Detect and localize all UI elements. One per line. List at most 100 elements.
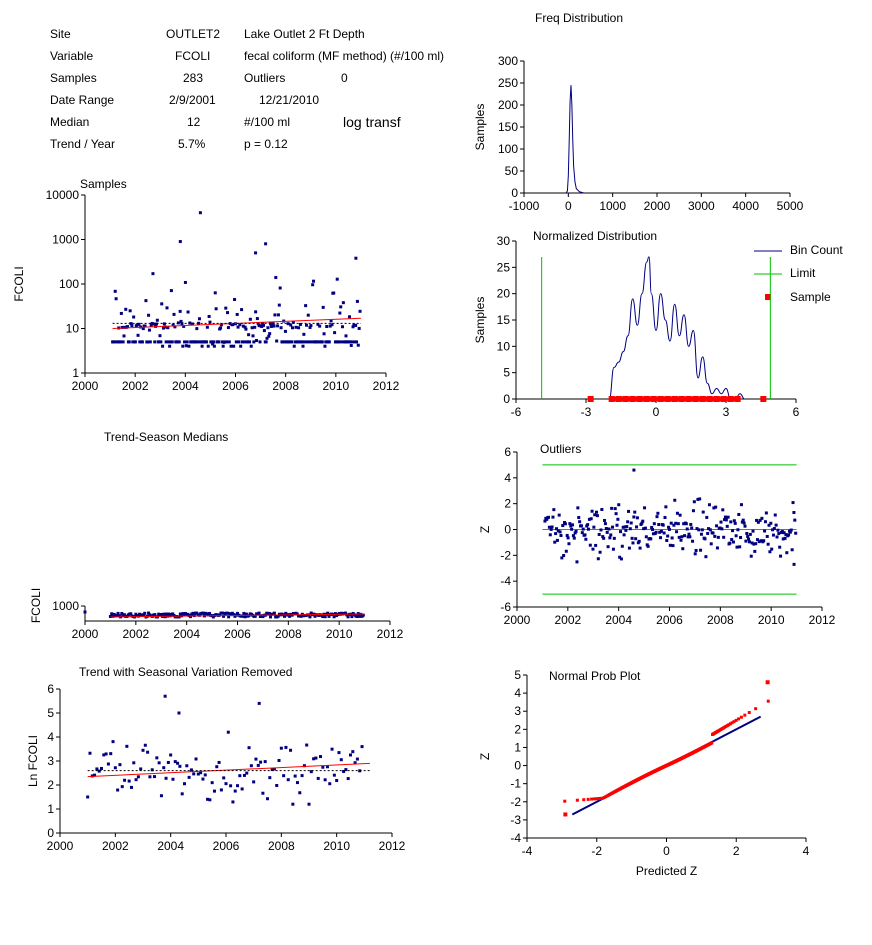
samples-point bbox=[334, 340, 338, 344]
outliers-point bbox=[668, 543, 672, 547]
outliers-point bbox=[691, 539, 695, 543]
deseason-point bbox=[222, 776, 226, 780]
outliers-point bbox=[716, 535, 720, 539]
outliers-point bbox=[623, 525, 627, 529]
normdist-y-tick-label: 20 bbox=[497, 287, 511, 301]
samples-point bbox=[340, 340, 344, 344]
outliers-point bbox=[738, 545, 742, 549]
outliers-point bbox=[587, 517, 591, 521]
normdist-y-tick-label: 10 bbox=[497, 339, 511, 353]
samples-point bbox=[283, 329, 287, 333]
deseason-point bbox=[203, 773, 207, 777]
outliers-point bbox=[543, 519, 547, 523]
samples-point bbox=[176, 321, 180, 325]
outliers-point bbox=[549, 527, 553, 531]
deseason-point bbox=[309, 770, 313, 774]
outliers-point bbox=[665, 538, 669, 542]
deseason-point bbox=[332, 773, 336, 777]
samples-point bbox=[240, 308, 244, 312]
outliers-point bbox=[731, 529, 735, 533]
outliers-point bbox=[753, 549, 757, 553]
normdist-x-tick-label: -6 bbox=[511, 405, 522, 419]
normdist-sample-point bbox=[643, 396, 650, 402]
samples-point bbox=[277, 303, 281, 307]
freq-y-tick-label: 300 bbox=[498, 54, 518, 68]
deseason-point bbox=[153, 775, 157, 779]
deseason-point bbox=[102, 753, 106, 757]
deseason-point bbox=[104, 752, 108, 756]
probplot-y-tick-label: -1 bbox=[510, 777, 521, 791]
outliers-point bbox=[606, 545, 610, 549]
normdist-sample-point bbox=[685, 396, 692, 402]
seasonmed-point bbox=[232, 613, 236, 617]
samples-point bbox=[211, 342, 215, 346]
deseason-point bbox=[284, 745, 288, 749]
outliers-point bbox=[569, 524, 573, 528]
outliers-point bbox=[739, 536, 743, 540]
samples-point bbox=[269, 324, 273, 328]
outliers-point bbox=[765, 534, 769, 538]
outliers-point bbox=[671, 544, 675, 548]
probplot-point bbox=[732, 720, 736, 724]
deseason-y-tick-label: 4 bbox=[47, 730, 54, 744]
samples-point bbox=[241, 324, 245, 328]
samples-point bbox=[199, 340, 203, 344]
seasonmed-point bbox=[326, 611, 330, 615]
seasonmed-point bbox=[110, 612, 114, 616]
outliers-point bbox=[650, 526, 654, 530]
samples-point bbox=[131, 340, 135, 344]
probplot-point bbox=[710, 741, 714, 745]
median-label: Median bbox=[50, 115, 90, 129]
samples-point bbox=[300, 340, 304, 344]
deseason-point bbox=[247, 746, 251, 750]
deseason-point bbox=[289, 748, 293, 752]
deseason-point bbox=[141, 748, 145, 752]
variable-label: Variable bbox=[50, 49, 94, 63]
seasonmed-point bbox=[358, 614, 361, 618]
outliers-point bbox=[609, 533, 613, 537]
samples-x-tick-label: 2010 bbox=[322, 379, 349, 393]
samples-point bbox=[220, 340, 224, 344]
legend-bincount-label: Bin Count bbox=[790, 243, 843, 257]
outliers-point bbox=[673, 498, 677, 502]
deseason-point bbox=[236, 784, 240, 788]
samples-point bbox=[328, 324, 332, 328]
outliers-point bbox=[766, 542, 770, 546]
seasonmed-point bbox=[162, 612, 166, 616]
samples-point bbox=[344, 334, 348, 338]
samples-point bbox=[315, 340, 319, 344]
outliers-x-tick-label: 2006 bbox=[656, 613, 683, 627]
outliers-point bbox=[626, 520, 630, 524]
outliers-point bbox=[779, 554, 783, 558]
freq-x-tick-label: -1000 bbox=[509, 199, 540, 213]
outliers-point bbox=[663, 516, 667, 520]
samples-point bbox=[130, 324, 134, 328]
outliers-point bbox=[607, 527, 611, 531]
outliers-point bbox=[601, 535, 605, 539]
outliers-point bbox=[625, 525, 629, 529]
outliers-point bbox=[568, 522, 572, 526]
outliers-point bbox=[675, 511, 679, 515]
outliers-point bbox=[721, 508, 725, 512]
probplot-point bbox=[586, 797, 590, 801]
samples-point bbox=[118, 340, 122, 344]
deseason-x-tick-label: 2012 bbox=[379, 839, 406, 853]
samples-point bbox=[157, 340, 161, 344]
outliers-point bbox=[587, 527, 591, 531]
freq-x-tick-label: 2000 bbox=[644, 199, 671, 213]
samples-point bbox=[226, 326, 230, 330]
samples-point bbox=[268, 332, 272, 336]
deseason-point bbox=[328, 782, 332, 786]
normdist-sample-point bbox=[608, 396, 615, 402]
outliers-title: Outliers bbox=[540, 442, 582, 456]
samples-point bbox=[264, 340, 268, 344]
outliers-point bbox=[747, 540, 751, 544]
samples-point bbox=[200, 344, 204, 348]
seasonmed-point bbox=[177, 615, 181, 619]
trend-value: 5.7% bbox=[178, 137, 206, 151]
deseason-trend-line bbox=[87, 762, 370, 778]
samples-point bbox=[304, 304, 308, 308]
samples-point bbox=[316, 322, 320, 326]
probplot-y-label: Z bbox=[478, 753, 492, 760]
outliers-point bbox=[604, 527, 608, 531]
